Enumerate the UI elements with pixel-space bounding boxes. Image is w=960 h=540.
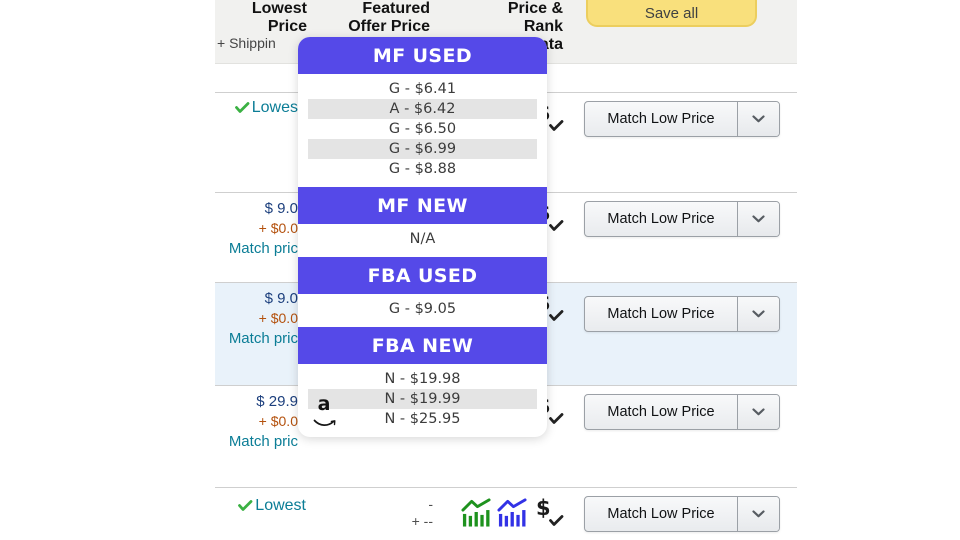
match-low-price-split-button: Match Low Price [584,394,780,430]
my-price-cell: $ 9.0 + $0.0 Match pric [215,199,298,260]
section-header-fba-used: FBA USED [298,257,547,294]
amazon-a-icon: a [317,393,331,415]
match-low-price-split-button: Match Low Price [584,496,780,532]
save-all-button[interactable]: Save all [586,0,757,27]
section-header-mf-used: MF USED [298,37,547,74]
match-low-price-dropdown[interactable] [737,497,779,531]
price-check-icon[interactable]: $ [536,496,564,527]
offer-item: N - $19.99 [308,389,537,409]
column-header-text: Offer Price [348,18,430,35]
featured-shipping: + -- [411,513,433,529]
offer-item: N - $25.95 [384,411,461,427]
offer-item: G - $6.41 [388,81,457,97]
dollar-sign-icon: $ [536,496,551,520]
match-low-price-button[interactable]: Match Low Price [607,211,715,227]
offer-item: G - $6.99 [308,139,537,159]
match-price-link[interactable]: Match pric [228,330,298,347]
chevron-down-icon [752,310,765,318]
check-icon [549,310,564,321]
fba-used-offer-list: G - $9.05 [298,294,547,327]
offer-item: G - $8.88 [388,161,457,177]
fba-new-offer-list: N - $19.98 N - $19.99 N - $25.95 a [298,364,547,437]
my-shipping: + $0.0 [258,220,298,236]
table-row: Lowest - + -- $ Match Low Price [215,487,797,540]
my-shipping: + $0.0 [258,413,298,429]
amazon-smile-icon [313,419,335,427]
my-price: $ 29.9 [256,393,298,410]
chevron-down-icon [752,115,765,123]
column-header-text: Price & Rank [507,0,563,35]
my-price: $ 9.0 [264,290,298,307]
chevron-down-icon [752,215,765,223]
mf-used-offer-list: G - $6.41 A - $6.42 G - $6.50 G - $6.99 … [298,74,547,187]
amazon-logo-link[interactable]: a [311,393,337,432]
match-low-price-button[interactable]: Match Low Price [607,506,715,522]
my-price-cell: Lowes [215,99,298,117]
match-price-link[interactable]: Match pric [228,240,298,257]
my-price-cell: $ 9.0 + $0.0 Match pric [215,289,298,350]
offer-item: G - $6.50 [388,121,457,137]
match-low-price-button[interactable]: Match Low Price [607,111,715,127]
green-check-icon [238,500,253,511]
lowest-price-status: Lowest [215,497,306,515]
price-history-chart-icon[interactable] [497,497,528,527]
row-icons: $ [461,496,564,527]
column-header-price-rank-data: Price & Rank Data [467,0,563,54]
match-low-price-split-button: Match Low Price [584,101,780,137]
status-label: Lowes [251,99,298,116]
column-header-featured-offer-price: Featured Offer Price [342,0,430,36]
sales-history-chart-icon[interactable] [461,497,492,527]
match-low-price-button[interactable]: Match Low Price [607,404,715,420]
my-price-cell: Lowest [215,497,306,515]
column-header-text: Lowest [251,0,307,17]
section-header-fba-new: FBA NEW [298,327,547,364]
my-price: $ 9.0 [264,200,298,217]
lowest-price-status: Lowes [215,99,298,117]
status-label: Lowest [255,497,306,514]
column-header-shipping: + Shippin [217,35,276,51]
match-low-price-dropdown[interactable] [737,297,779,331]
green-check-icon [234,102,250,113]
match-low-price-dropdown[interactable] [737,395,779,429]
check-icon [549,515,564,526]
check-icon [549,220,564,231]
check-icon [549,120,564,131]
offer-item: N - $19.98 [384,371,461,387]
featured-offer-cell: - + -- [342,496,433,530]
mf-new-offer-list: N/A [298,224,547,257]
column-header-text: Featured [362,0,430,17]
my-price-cell: $ 29.9 + $0.0 Match pric [215,392,298,453]
match-price-link[interactable]: Match pric [228,433,298,450]
table-row: $ 9.0 + $0.0 Match pric $ Match Low Pric… [215,192,797,282]
check-icon [549,413,564,424]
offers-summary-popup: MF USED G - $6.41 A - $6.42 G - $6.50 G … [298,37,547,437]
column-header-lowest-price: Lowest Price [215,0,307,36]
chevron-down-icon [752,510,765,518]
match-low-price-dropdown[interactable] [737,102,779,136]
offer-item: N/A [409,231,436,247]
chevron-down-icon [752,408,765,416]
match-low-price-button[interactable]: Match Low Price [607,306,715,322]
offer-item: A - $6.42 [308,99,537,119]
offer-item: G - $9.05 [388,301,457,317]
section-header-mf-new: MF NEW [298,187,547,224]
match-low-price-split-button: Match Low Price [584,296,780,332]
my-shipping: + $0.0 [258,310,298,326]
column-header-text: Price [267,18,307,35]
match-low-price-dropdown[interactable] [737,202,779,236]
match-low-price-split-button: Match Low Price [584,201,780,237]
featured-price: - [428,496,433,512]
offers-table: Lowest Price + Shippin Featured Offer Pr… [215,0,797,540]
